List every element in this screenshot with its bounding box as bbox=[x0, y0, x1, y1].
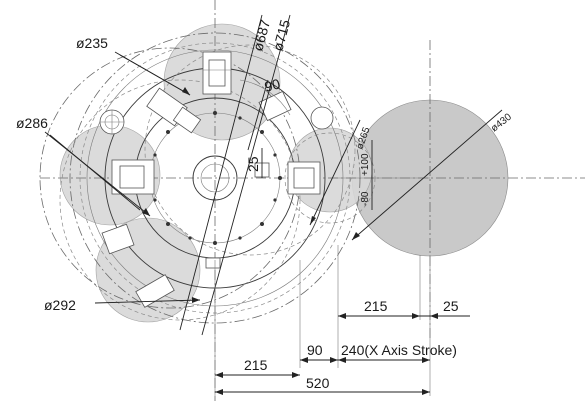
arrow-d235 bbox=[182, 87, 190, 95]
label-h215-right: 215 bbox=[364, 298, 388, 314]
label-d292: ø292 bbox=[44, 297, 76, 313]
bolt-holes bbox=[148, 111, 282, 245]
motor-right bbox=[287, 161, 321, 195]
arrow-d430 bbox=[352, 232, 360, 240]
hub-block-b bbox=[205, 257, 221, 269]
label-d430: ø430 bbox=[489, 111, 514, 134]
label-a90: 90 bbox=[263, 75, 282, 95]
motor-top bbox=[202, 51, 232, 95]
label-v80: -80 bbox=[360, 191, 371, 206]
label-d286: ø286 bbox=[16, 115, 48, 131]
motor-left bbox=[111, 159, 155, 195]
circle-hub bbox=[192, 155, 238, 201]
aux-circle-a bbox=[59, 79, 301, 321]
label-h25: 25 bbox=[443, 298, 459, 314]
bracket-top-right bbox=[258, 90, 334, 130]
arrow-d286 bbox=[142, 208, 150, 216]
label-h215-left: 215 bbox=[244, 357, 268, 373]
label-h520: 520 bbox=[306, 375, 330, 391]
bracket-upper-left bbox=[146, 87, 202, 134]
label-v25: 25 bbox=[245, 156, 261, 172]
label-h240: 240(X Axis Stroke) bbox=[341, 342, 457, 358]
leader-d430 bbox=[351, 109, 503, 241]
leader-d286-ext bbox=[44, 131, 151, 217]
label-v100: +100 bbox=[360, 153, 371, 176]
bracket-lower-left bbox=[101, 223, 175, 308]
leader-d265 bbox=[309, 119, 361, 226]
leader-d292 bbox=[94, 299, 201, 304]
arrow-d265 bbox=[310, 216, 316, 225]
aux-circle-b bbox=[144, 44, 356, 256]
arc-90-angle bbox=[239, 79, 291, 116]
leader-d235-ext bbox=[114, 51, 191, 96]
dim-arrowheads bbox=[215, 313, 438, 395]
label-d235: ø235 bbox=[76, 35, 108, 51]
label-d715: ø715 bbox=[269, 18, 293, 53]
leader-90-angle bbox=[247, 79, 269, 151]
leader-d687 bbox=[179, 14, 263, 331]
label-h90: 90 bbox=[307, 342, 323, 358]
circle-hub-inner bbox=[200, 163, 230, 193]
leader-d715 bbox=[201, 14, 291, 336]
gear-upper-left bbox=[99, 109, 125, 135]
arrow-d292 bbox=[192, 297, 200, 303]
